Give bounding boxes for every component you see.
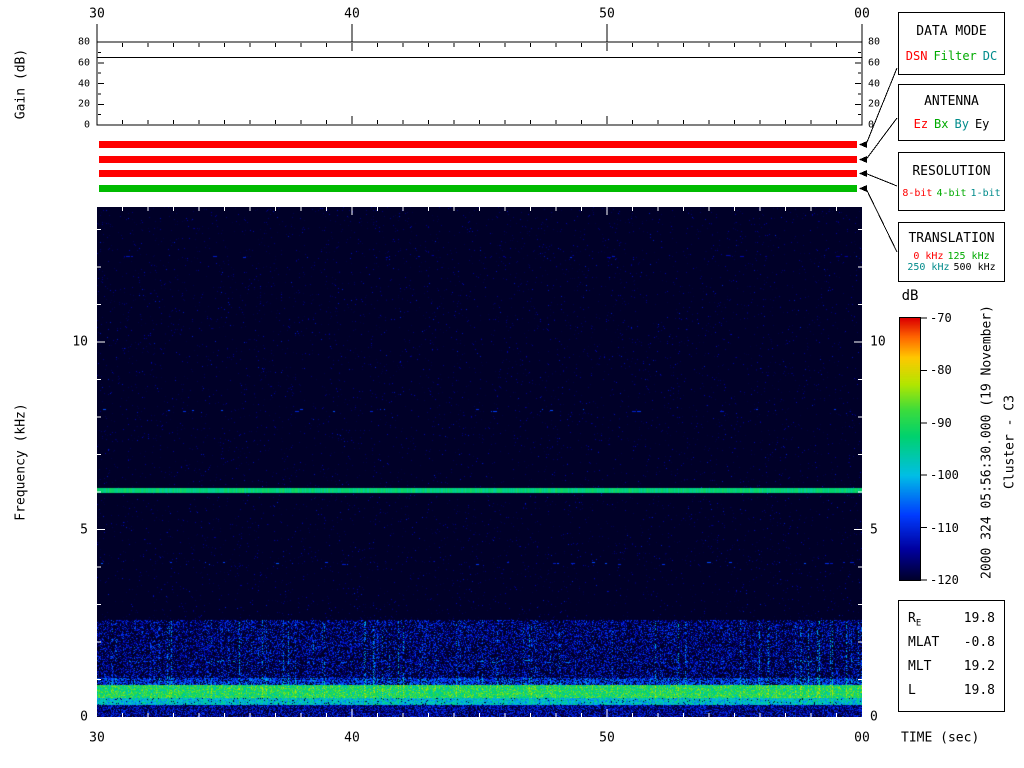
legend-row: DSN Filter DC <box>900 49 1003 63</box>
legend-row: 0 kHz 125 kHz <box>900 251 1003 262</box>
legend-item-1-bit: 1-bit <box>970 188 1001 199</box>
status-bars <box>99 141 857 192</box>
legend-row: 250 kHz 500 kHz <box>900 262 1003 273</box>
spectrogram-canvas <box>97 207 862 717</box>
gain-axis-label: Gain (dB) <box>13 48 29 120</box>
info-label-mlt: MLT <box>908 659 932 675</box>
legend-box-data-mode: DATA MODE DSN Filter DC <box>898 12 1005 75</box>
legend-item-by: By <box>954 116 969 131</box>
legend-items-resolution: 8-bit 4-bit 1-bit <box>900 188 1003 199</box>
info-value-l: 19.8 <box>963 683 995 699</box>
legend-row: 8-bit 4-bit 1-bit <box>900 188 1003 199</box>
legend-item-8-bit: 8-bit <box>902 188 933 199</box>
legend-item-bx: Bx <box>934 116 949 131</box>
legend-item-ey: Ey <box>974 116 990 131</box>
colorbar-title: dB <box>901 288 919 304</box>
legend-connectors <box>859 67 898 253</box>
info-value-re: 19.8 <box>963 611 995 627</box>
info-row-l: L 19.8 <box>908 683 995 701</box>
frequency-axis-label: Frequency (kHz) <box>13 403 29 521</box>
legend-item-dsn: DSN <box>905 48 928 63</box>
legend-title-data-mode: DATA MODE <box>916 24 987 40</box>
legend-item-filter: Filter <box>933 48 977 63</box>
colorbar-ticks <box>899 317 927 581</box>
legend-item-250-khz: 250 kHz <box>907 262 950 274</box>
legend-title-antenna: ANTENNA <box>924 94 979 110</box>
legend-row: Ez Bx By Ey <box>900 117 1003 131</box>
legend-items-translation: 0 kHz 125 kHz 250 kHz 500 kHz <box>900 251 1003 273</box>
info-label-l: L <box>908 683 916 699</box>
legend-item-ez: Ez <box>913 116 929 131</box>
info-label-re: RE <box>908 611 922 629</box>
info-label-mlat: MLAT <box>908 635 940 651</box>
legend-title-resolution: RESOLUTION <box>912 164 991 179</box>
spacecraft-label: Cluster - C3 <box>1002 395 1018 489</box>
legend-item-4-bit: 4-bit <box>936 188 967 199</box>
info-row-mlat: MLAT -0.8 <box>908 635 995 653</box>
legend-item-125-khz: 125 kHz <box>947 251 990 263</box>
legend-items-antenna: Ez Bx By Ey <box>900 117 1003 131</box>
ephemeris-box: RE 19.8 MLAT -0.8 MLT 19.2 L 19.8 <box>898 600 1005 712</box>
top-axis-ticks <box>96 24 863 42</box>
legend-box-resolution: RESOLUTION 8-bit 4-bit 1-bit <box>898 152 1005 211</box>
info-row-re: RE 19.8 <box>908 611 995 629</box>
legend-item-dc: DC <box>982 48 998 63</box>
info-value-mlt: 19.2 <box>963 659 995 675</box>
legend-title-translation: TRANSLATION <box>908 230 995 246</box>
info-value-mlat: -0.8 <box>963 635 995 651</box>
legend-items-data-mode: DSN Filter DC <box>900 49 1003 63</box>
legend-box-translation: TRANSLATION 0 kHz 125 kHz 250 kHz 500 kHz <box>898 222 1005 282</box>
spectrogram-ticks <box>97 207 862 717</box>
legend-item-0-khz: 0 kHz <box>913 251 944 263</box>
time-axis-label: TIME (sec) <box>901 730 980 746</box>
legend-item-500-khz: 500 kHz <box>953 262 996 274</box>
info-row-mlt: MLT 19.2 <box>908 659 995 677</box>
colorbar-canvas <box>900 318 920 580</box>
timestamp-label: 2000 324 05:56:30.000 (19 November) <box>979 305 995 579</box>
legend-box-antenna: ANTENNA Ez Bx By Ey <box>898 84 1005 141</box>
gain-panel-axes <box>96 41 863 126</box>
